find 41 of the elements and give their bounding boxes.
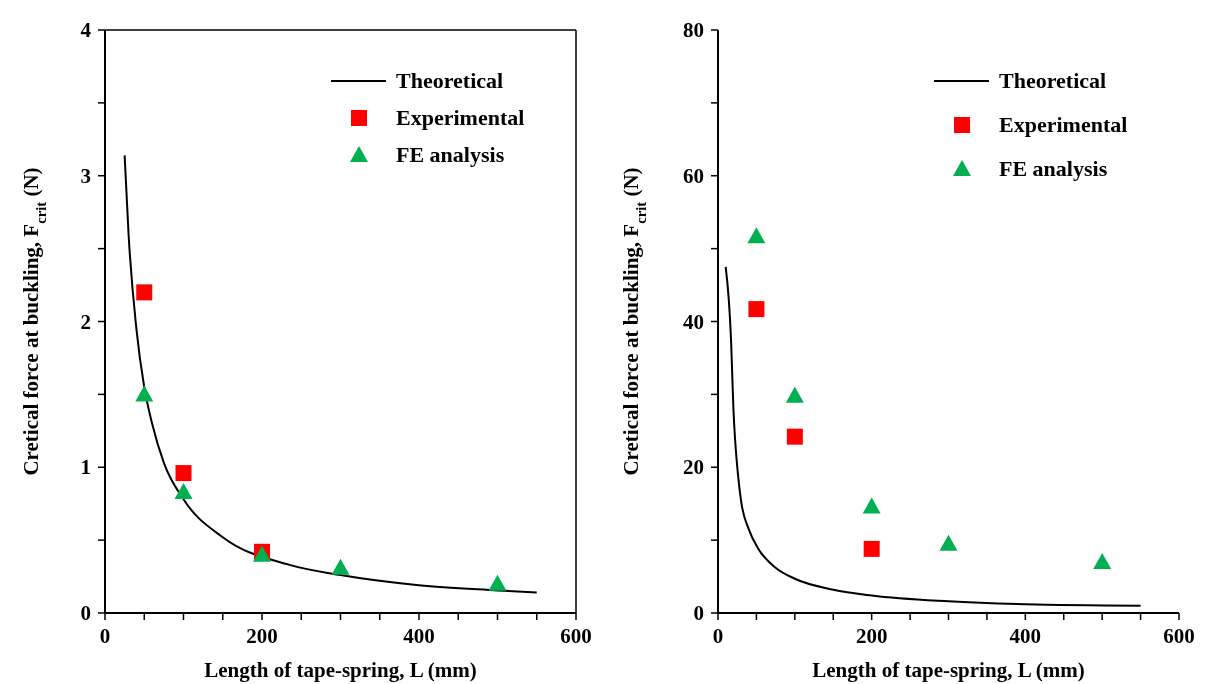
point xyxy=(488,574,507,591)
legend-label: FE analysis xyxy=(999,156,1108,181)
x-tick-label: 0 xyxy=(99,624,111,648)
point xyxy=(175,465,192,482)
point xyxy=(862,497,881,514)
x-tick-label: 600 xyxy=(560,624,592,648)
y-tick-label: 80 xyxy=(683,18,704,42)
y-tick-label: 2 xyxy=(80,309,91,334)
point xyxy=(174,483,193,500)
x-tick-label: 400 xyxy=(403,624,435,648)
legend-label: Theoretical xyxy=(396,68,504,93)
x-tick-label: 600 xyxy=(1163,624,1195,648)
x-tick-label: 200 xyxy=(246,624,278,648)
point xyxy=(331,558,350,575)
y-tick-label: 40 xyxy=(683,309,704,334)
point xyxy=(747,227,766,244)
point xyxy=(135,385,154,402)
legend-label: Experimental xyxy=(396,105,525,130)
legend-label: FE analysis xyxy=(396,142,505,167)
y-tick-label: 20 xyxy=(683,455,704,480)
y-tick-label: 1 xyxy=(80,455,91,480)
point xyxy=(136,284,153,301)
x-axis-title: Length of tape-spring, L (mm) xyxy=(204,658,477,682)
point xyxy=(939,534,958,551)
point xyxy=(785,386,804,403)
point xyxy=(1093,552,1112,569)
x-tick-label: 200 xyxy=(855,624,888,648)
y-tick-label: 0 xyxy=(80,601,91,625)
x-tick-label: 0 xyxy=(712,624,724,648)
y-tick-label: 60 xyxy=(683,163,704,188)
point xyxy=(786,428,803,445)
x-axis-title: Length of tape-spring, L (mm) xyxy=(812,658,1085,682)
point xyxy=(748,301,765,318)
y-tick-label: 4 xyxy=(80,18,92,42)
line-series xyxy=(724,265,1142,607)
y-tick-label: 0 xyxy=(693,601,704,625)
y-tick-label: 3 xyxy=(80,163,91,188)
x-tick-label: 400 xyxy=(1009,624,1042,648)
legend-label: Theoretical xyxy=(999,68,1107,93)
legend-label: Experimental xyxy=(999,112,1128,137)
point xyxy=(863,540,880,557)
